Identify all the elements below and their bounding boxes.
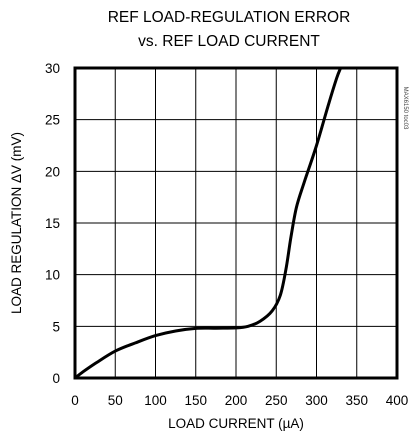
series-line-0 bbox=[74, 67, 343, 380]
chart-title-line2: vs. REF LOAD CURRENT bbox=[138, 33, 320, 50]
chart-title-line1: REF LOAD-REGULATION ERROR bbox=[108, 9, 351, 26]
x-tick-label: 0 bbox=[71, 393, 79, 408]
y-axis-label: LOAD REGULATION ΔV (mV) bbox=[9, 132, 24, 314]
y-tick-label: 10 bbox=[45, 268, 60, 283]
x-tick-labels: 0 50 100 150 200 250 300 350 400 bbox=[71, 393, 408, 408]
x-tick-label: 200 bbox=[225, 393, 248, 408]
plot-frame bbox=[73, 66, 399, 380]
x-tick-label: 50 bbox=[108, 393, 123, 408]
x-tick-label: 150 bbox=[184, 393, 207, 408]
y-tick-label: 5 bbox=[52, 319, 60, 334]
grid bbox=[74, 67, 398, 379]
y-tick-label: 30 bbox=[45, 61, 60, 76]
y-tick-label: 0 bbox=[52, 371, 60, 386]
x-tick-label: 100 bbox=[144, 393, 167, 408]
x-tick-label: 300 bbox=[305, 393, 328, 408]
x-axis-label: LOAD CURRENT (µA) bbox=[168, 416, 304, 431]
x-tick-label: 250 bbox=[265, 393, 288, 408]
y-tick-label: 20 bbox=[45, 164, 60, 179]
x-tick-label: 400 bbox=[386, 393, 409, 408]
x-tick-label: 350 bbox=[345, 393, 368, 408]
y-tick-label: 25 bbox=[45, 113, 60, 128]
y-tick-label: 15 bbox=[45, 216, 60, 231]
watermark: MAX6150 toc03 bbox=[402, 87, 408, 130]
y-tick-labels: 0 5 10 15 20 25 30 bbox=[45, 61, 60, 386]
series-curves bbox=[74, 67, 343, 380]
